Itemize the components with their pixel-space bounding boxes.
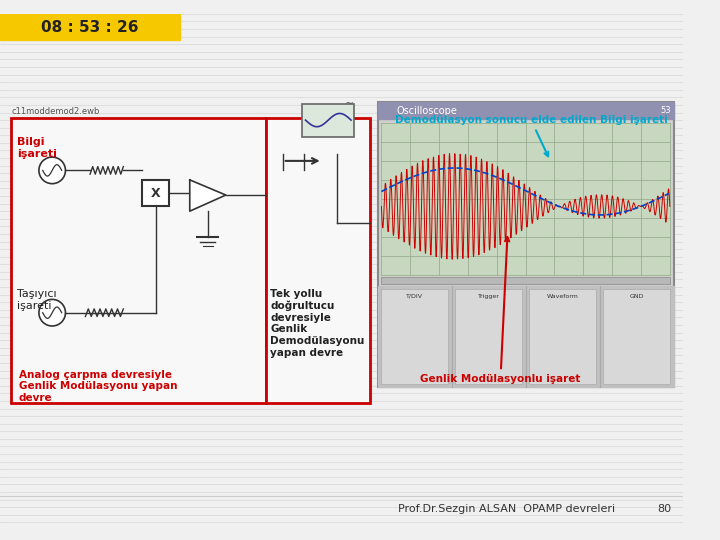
Text: X: X: [150, 187, 161, 200]
Polygon shape: [190, 180, 226, 211]
Bar: [12, 118, 266, 403]
Bar: [377, 286, 674, 387]
Text: Waveform: Waveform: [546, 294, 579, 299]
Bar: [143, 180, 169, 206]
Text: 08 : 53 : 26: 08 : 53 : 26: [41, 19, 139, 35]
Text: 80: 80: [657, 504, 671, 514]
Bar: [0, 14, 180, 40]
Text: Bilgi
işareti: Bilgi işareti: [17, 137, 57, 159]
Bar: [266, 118, 370, 403]
Bar: [382, 276, 670, 284]
Text: Prof.Dr.Sezgin ALSAN  OPAMP devreleri: Prof.Dr.Sezgin ALSAN OPAMP devreleri: [398, 504, 616, 514]
Text: Demodülasyon sonucu elde edilen Bilgi işareti: Demodülasyon sonucu elde edilen Bilgi iş…: [395, 115, 667, 156]
Text: c11moddemod2.ewb: c11moddemod2.ewb: [12, 107, 100, 116]
Bar: [529, 289, 596, 384]
Text: T/DIV: T/DIV: [406, 294, 423, 299]
Text: Trigger: Trigger: [477, 294, 500, 299]
Text: Analog çarpma devresiyle
Genlik Modülasyonu yapan
devre: Analog çarpma devresiyle Genlik Modülasy…: [19, 369, 177, 403]
Text: Oscilloscope: Oscilloscope: [397, 106, 457, 116]
Bar: [603, 289, 670, 384]
Text: Tek yollu
doğrultucu
devresiyle
Genlik
Demodülasyonu
yapan devre: Tek yollu doğrultucu devresiyle Genlik D…: [271, 289, 365, 357]
Circle shape: [39, 157, 66, 184]
Text: GND: GND: [629, 294, 644, 299]
Bar: [382, 123, 670, 275]
Bar: [382, 289, 448, 384]
Text: 53: 53: [661, 106, 671, 115]
Circle shape: [39, 299, 66, 326]
Bar: [302, 104, 354, 137]
Text: ~: ~: [344, 99, 354, 109]
Bar: [377, 102, 674, 387]
Bar: [377, 102, 674, 119]
Text: Genlik Modülasyonlu işaret: Genlik Modülasyonlu işaret: [420, 237, 581, 384]
Text: Taşıyıcı
işareti: Taşıyıcı işareti: [17, 289, 57, 310]
Bar: [456, 289, 522, 384]
